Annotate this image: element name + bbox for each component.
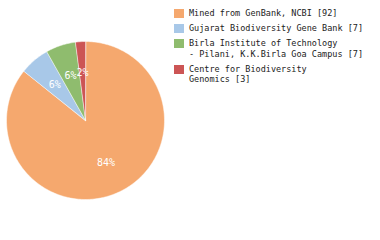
- html-text:Birla Institute of Technology: Birla Institute of Technology - Pilani, …: [189, 38, 363, 59]
- html-text:Gujarat Biodiversity Gene Bank: Gujarat Biodiversity Gene Bank [7]: [189, 23, 363, 34]
- svg-text:6%: 6%: [49, 79, 61, 90]
- svg-text:84%: 84%: [97, 157, 115, 168]
- html-text:Centre for Biodiversity Genomi: Centre for Biodiversity Genomics [3]: [189, 63, 307, 84]
- svg-text:6%: 6%: [65, 70, 77, 81]
- html-text:Mined from GenBank, NCBI [92]: Mined from GenBank, NCBI [92]: [189, 8, 338, 18]
- svg-text:2%: 2%: [76, 67, 88, 78]
